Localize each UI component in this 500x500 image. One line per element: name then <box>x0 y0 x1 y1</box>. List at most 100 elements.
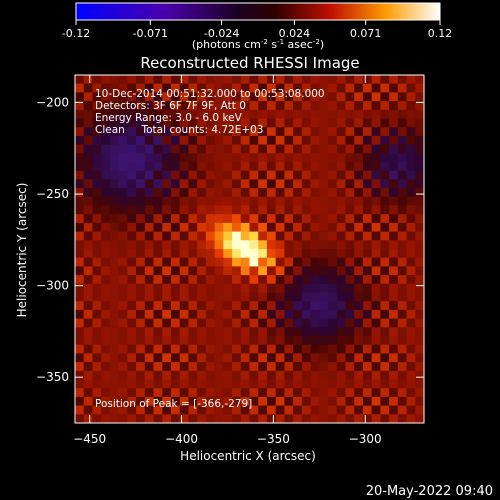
heatmap-cell <box>223 240 233 250</box>
heatmap-cell <box>266 309 276 319</box>
heatmap-cell <box>162 127 172 137</box>
heatmap-cell <box>223 414 233 424</box>
heatmap-cell <box>354 75 364 84</box>
heatmap-cell <box>328 301 338 311</box>
heatmap-cell <box>170 344 180 354</box>
heatmap-cell <box>179 179 189 189</box>
heatmap-cell <box>380 336 390 345</box>
heatmap-cell <box>319 327 329 337</box>
heatmap-cell <box>197 162 207 171</box>
heatmap-cell <box>232 162 242 171</box>
heatmap-cell <box>162 101 172 111</box>
heatmap-cell <box>118 336 128 345</box>
heatmap-cell <box>415 188 425 198</box>
heatmap-cell <box>266 353 276 363</box>
heatmap-cell <box>83 379 93 389</box>
heatmap-cell <box>406 344 416 354</box>
heatmap-cell <box>336 249 346 258</box>
heatmap-cell <box>301 83 311 93</box>
heatmap-cell <box>319 362 329 372</box>
heatmap-cell <box>266 362 276 372</box>
heatmap-cell <box>380 257 390 267</box>
heatmap-cell <box>205 83 215 93</box>
heatmap-cell <box>223 370 233 380</box>
heatmap-cell <box>162 318 172 328</box>
heatmap-cell <box>170 92 180 102</box>
heatmap-cell <box>310 275 320 285</box>
heatmap-cell <box>136 405 146 415</box>
heatmap-cell <box>328 379 338 389</box>
heatmap-cell <box>301 231 311 241</box>
heatmap-cell <box>153 336 163 345</box>
heatmap-cell <box>371 388 381 398</box>
heatmap-cell <box>118 109 128 119</box>
heatmap-cell <box>336 275 346 285</box>
heatmap-cell <box>345 362 355 372</box>
heatmap-cell <box>75 353 85 363</box>
heatmap-cell <box>144 240 154 250</box>
heatmap-cell <box>397 327 407 337</box>
colorbar-ticks: -0.12 -0.071 -0.024 0.024 0.071 0.12 <box>62 20 452 40</box>
heatmap-cell <box>266 240 276 250</box>
heatmap-cell <box>101 83 111 93</box>
heatmap-cell <box>336 75 346 84</box>
heatmap-cell <box>354 344 364 354</box>
heatmap-cell <box>188 318 198 328</box>
heatmap-cell <box>371 101 381 111</box>
heatmap-cell <box>153 344 163 354</box>
heatmap-cell <box>214 118 224 128</box>
heatmap-cell <box>92 266 102 276</box>
heatmap-cell <box>284 92 294 102</box>
heatmap-cell <box>118 275 128 285</box>
heatmap-cell <box>127 135 137 145</box>
heatmap-cell <box>293 222 303 232</box>
heatmap-cell <box>275 344 285 354</box>
heatmap-cell <box>336 144 346 154</box>
heatmap-cell <box>293 153 303 163</box>
heatmap-cell <box>354 196 364 206</box>
heatmap-cell <box>266 196 276 206</box>
heatmap-cell <box>188 327 198 337</box>
heatmap-cell <box>415 327 425 337</box>
heatmap-cell <box>92 205 102 215</box>
heatmap-cell <box>118 283 128 293</box>
heatmap-cell <box>319 292 329 302</box>
heatmap-cell <box>214 353 224 363</box>
heatmap-cell <box>197 205 207 215</box>
heatmap-cell <box>153 353 163 363</box>
heatmap-cell <box>214 153 224 163</box>
heatmap-cell <box>249 179 259 189</box>
heatmap-cell <box>75 249 85 258</box>
heatmap-cell <box>336 414 346 424</box>
heatmap-cell <box>284 153 294 163</box>
heatmap-cell <box>415 240 425 250</box>
heatmap-cell <box>328 405 338 415</box>
heatmap-cell <box>380 109 390 119</box>
heatmap-cell <box>266 179 276 189</box>
heatmap-cell <box>75 388 85 398</box>
heatmap-cell <box>397 231 407 241</box>
heatmap-cell <box>354 83 364 93</box>
heatmap-cell <box>179 135 189 145</box>
heatmap-cell <box>319 336 329 345</box>
heatmap-cell <box>266 292 276 302</box>
heatmap-cell <box>266 83 276 93</box>
heatmap-cell <box>127 388 137 398</box>
heatmap-cell <box>354 179 364 189</box>
heatmap-cell <box>345 336 355 345</box>
heatmap-cell <box>83 370 93 380</box>
heatmap-cell <box>197 196 207 206</box>
heatmap-cell <box>170 414 180 424</box>
heatmap-cell <box>249 92 259 102</box>
heatmap-cell <box>83 179 93 189</box>
heatmap-cell <box>162 83 172 93</box>
heatmap-cell <box>310 283 320 293</box>
heatmap-cell <box>397 266 407 276</box>
heatmap-cell <box>179 240 189 250</box>
heatmap-cell <box>232 370 242 380</box>
heatmap-cell <box>83 153 93 163</box>
heatmap-cell <box>223 118 233 128</box>
heatmap-cell <box>415 353 425 363</box>
heatmap-cell <box>319 101 329 111</box>
heatmap-cell <box>293 257 303 267</box>
